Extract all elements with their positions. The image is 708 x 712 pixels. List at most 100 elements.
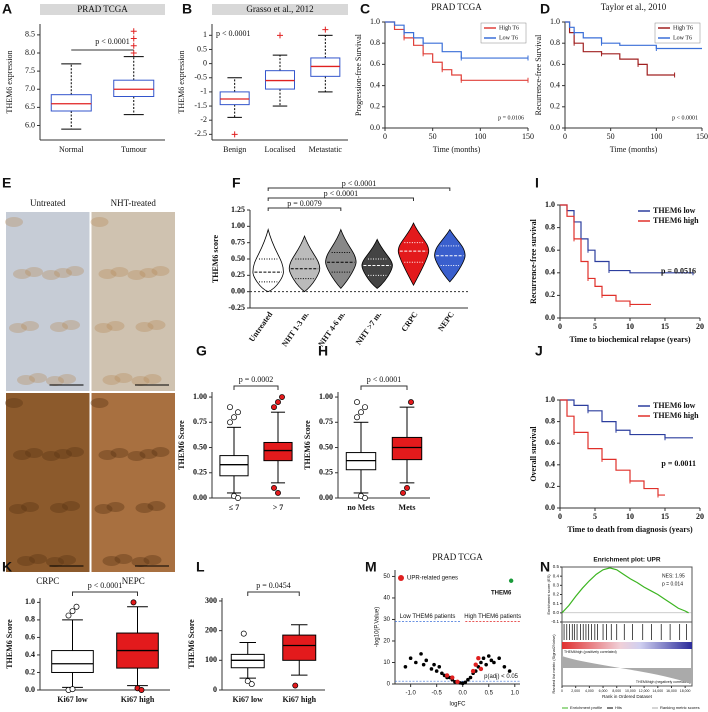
tissue-texture <box>66 266 84 276</box>
tissue-texture <box>21 502 39 512</box>
outlier <box>130 50 137 56</box>
point <box>497 656 501 660</box>
tissue-texture <box>29 373 47 383</box>
tissue-texture <box>29 554 47 564</box>
x-axis-label: logFC <box>449 702 466 708</box>
tissue-texture <box>25 267 43 277</box>
outlier <box>354 414 360 421</box>
y-tick-label: 0.4 <box>553 573 560 578</box>
y-axis-label: Enrichment score (ES) <box>546 574 551 615</box>
tissue-texture <box>90 217 109 227</box>
tissue-texture <box>5 217 23 227</box>
p-bracket <box>247 591 300 596</box>
x-tick-label: 8,000 <box>612 689 621 693</box>
y-tick-label: 1.25 <box>231 205 245 214</box>
y-tick-label: 0.0 <box>545 313 555 322</box>
x-tick-label: 16,000 <box>666 689 677 693</box>
tissue-texture <box>114 554 133 564</box>
p-value: p < 0.0001 <box>216 29 251 38</box>
chart-title: PRAD TCGA <box>432 552 483 562</box>
point <box>437 664 442 669</box>
y-axis-label: THEM6 score <box>211 235 220 284</box>
threshold-label: High THEM6 patients <box>464 614 521 620</box>
x-tick-label: NHT >7 m. <box>354 310 383 347</box>
outlier <box>130 28 137 35</box>
x-tick-label: -0.5 <box>431 691 442 697</box>
outlier <box>277 32 283 39</box>
tissue-texture <box>147 320 166 330</box>
point <box>414 660 418 665</box>
y-tick-label: 1 <box>203 30 207 39</box>
tissue-texture <box>9 504 27 514</box>
y-tick-label: 0.2 <box>25 667 35 676</box>
y-tick-label: 1.00 <box>231 221 245 230</box>
tissue-texture <box>102 375 121 385</box>
x-tick-label: Ki67 high <box>121 695 155 704</box>
y-tick-label: 0.2 <box>545 481 555 490</box>
y-tick-label: 0.8 <box>550 38 560 47</box>
box <box>50 94 92 112</box>
x-tick-label: 20 <box>696 512 704 521</box>
outlier <box>227 404 233 411</box>
y-tick-label: -2 <box>200 115 207 124</box>
point <box>463 680 468 685</box>
x-tick-label: Ki67 high <box>282 695 316 704</box>
p-bracket <box>72 591 138 596</box>
tissue-texture <box>151 447 170 457</box>
y-tick-label: 100 <box>205 655 217 664</box>
p-bracket <box>267 207 342 211</box>
x-tick-label: 4,000 <box>585 689 594 693</box>
x-tick-label: 100 <box>650 132 662 141</box>
y-tick-label: 0.4 <box>25 650 35 659</box>
legend-label: High T6 <box>673 25 693 31</box>
outlier <box>248 681 255 688</box>
y-tick-label: 0.1 <box>553 601 560 606</box>
p-value: p = 0.0454 <box>256 581 291 590</box>
outlier <box>69 686 76 693</box>
x-axis-label: Time to biochemical relapse (years) <box>569 335 690 344</box>
box <box>51 650 94 673</box>
y-tick-label: 0.75 <box>231 237 245 246</box>
tissue-texture <box>54 268 72 278</box>
tissue-texture <box>98 269 117 279</box>
x-tick-label: 0.5 <box>485 691 494 697</box>
point <box>455 679 460 685</box>
y-axis-label: THEM6 Score <box>187 619 196 669</box>
p-bracket <box>233 385 279 390</box>
x-tick-label: 18,000 <box>680 689 691 693</box>
tissue-texture <box>25 448 43 458</box>
x-tick-label: 2,000 <box>571 689 580 693</box>
point <box>508 578 514 583</box>
point <box>466 677 470 682</box>
y-axis-label: Progression-free Survival <box>354 33 363 116</box>
x-tick-label: Tumour <box>121 145 147 154</box>
outlier <box>235 409 241 416</box>
panel-letter: H <box>318 343 328 359</box>
y-axis-label: THEM6 expression <box>177 51 186 114</box>
x-tick-label: 0 <box>383 132 387 141</box>
outlier <box>292 682 299 689</box>
y-tick-label: 0.4 <box>370 80 380 89</box>
outlier <box>362 495 368 501</box>
x-tick-label: 0.0 <box>459 691 468 697</box>
x-tick-label: 1.0 <box>511 691 520 697</box>
box <box>391 436 423 461</box>
x-tick-label: Ki67 low <box>233 695 264 704</box>
y-tick-label: 0 <box>387 682 391 688</box>
outlier <box>240 630 247 637</box>
x-tick-label: 0 <box>558 322 562 331</box>
y-tick-label: 0.4 <box>545 268 555 277</box>
p-value: p = 0.0516 <box>661 266 696 275</box>
x-tick-label: 14,000 <box>652 689 663 693</box>
title-bar <box>40 4 165 15</box>
tissue-texture <box>50 503 68 513</box>
tissue-texture <box>106 321 125 331</box>
point <box>479 660 483 665</box>
panel-letter: C <box>360 1 370 17</box>
p-bracket <box>267 197 414 201</box>
y-tick-label: 0.50 <box>319 442 333 451</box>
tissue-texture <box>151 266 170 276</box>
outlier <box>408 399 414 406</box>
y-tick-label: 0 <box>213 685 217 694</box>
